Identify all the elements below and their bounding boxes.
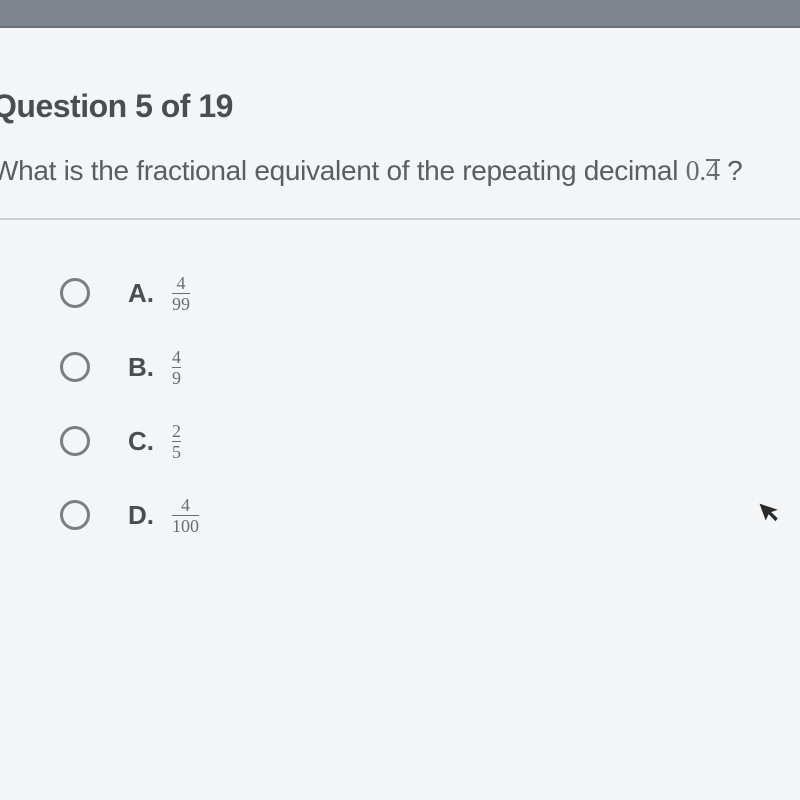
fraction-a: 4 99 [172, 274, 190, 313]
fraction-denominator: 5 [172, 441, 181, 461]
radio-button-c[interactable] [60, 426, 90, 456]
question-panel: Question 5 of 19 What is the fractional … [0, 28, 800, 800]
option-b-row[interactable]: B. 4 9 [60, 344, 800, 390]
prompt-prefix: What is the fractional equivalent of the… [0, 155, 686, 186]
question-number-label: Question 5 of 19 [0, 88, 233, 124]
answer-options: A. 4 99 B. 4 9 C. 2 5 D. [0, 220, 800, 538]
fraction-b: 4 9 [172, 348, 181, 387]
window-top-border [0, 0, 800, 28]
option-letter: C. [128, 426, 158, 457]
prompt-suffix: ? [720, 155, 743, 186]
decimal-leading: 0. [686, 156, 706, 187]
option-letter: B. [128, 352, 158, 383]
decimal-repeating-digit: 4 [706, 156, 720, 188]
fraction-c: 2 5 [172, 422, 181, 461]
fraction-denominator: 99 [172, 293, 190, 313]
question-prompt: What is the fractional equivalent of the… [0, 137, 800, 218]
option-c-row[interactable]: C. 2 5 [60, 418, 800, 464]
radio-button-a[interactable] [60, 278, 90, 308]
fraction-d: 4 100 [172, 496, 199, 535]
option-letter: D. [128, 500, 158, 531]
question-header: Question 5 of 19 [0, 28, 800, 137]
fraction-denominator: 9 [172, 367, 181, 387]
fraction-numerator: 2 [172, 422, 181, 441]
repeating-decimal: 0.4 [686, 156, 720, 188]
fraction-denominator: 100 [172, 515, 199, 535]
option-letter: A. [128, 278, 158, 309]
fraction-numerator: 4 [181, 496, 190, 515]
fraction-numerator: 4 [177, 274, 186, 293]
option-a-row[interactable]: A. 4 99 [60, 270, 800, 316]
fraction-numerator: 4 [172, 348, 181, 367]
option-d-row[interactable]: D. 4 100 [60, 492, 800, 538]
radio-button-b[interactable] [60, 352, 90, 382]
radio-button-d[interactable] [60, 500, 90, 530]
